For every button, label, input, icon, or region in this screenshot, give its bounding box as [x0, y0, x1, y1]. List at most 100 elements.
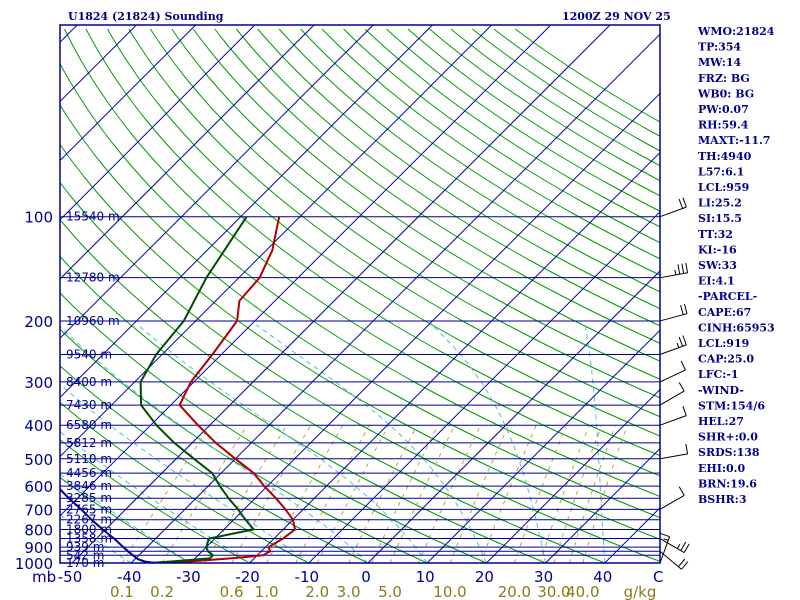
dry-adiabat-line [60, 181, 660, 563]
dry-adiabat-line [60, 401, 310, 563]
index-entry: SI:15.5 [698, 212, 742, 225]
dry-adiabat-line [429, 28, 660, 182]
dry-adiabat-line [60, 218, 605, 563]
height-label: 5110 m [66, 452, 112, 466]
dry-adiabat-line [85, 28, 660, 457]
mixing-ratio-tick-label: 2.0 [305, 583, 329, 600]
dry-adiabat-line [407, 28, 660, 197]
moist-adiabat-line [255, 324, 487, 563]
index-entry: TT:32 [698, 228, 733, 241]
dry-adiabat-line [60, 104, 660, 519]
pressure-tick-label: 100 [24, 209, 53, 227]
index-entry: EHI:0.0 [698, 462, 745, 475]
height-label: 2765 m [66, 502, 112, 516]
mixing-ratio-tick-label: 20.0 [498, 583, 531, 600]
wind-barb [659, 382, 685, 406]
dewpoint-profile [139, 216, 255, 563]
height-label: 3846 m [66, 479, 112, 493]
index-entry: LFC:-1 [698, 368, 739, 381]
dry-adiabat-line [472, 28, 660, 152]
dry-adiabat-line [493, 28, 660, 137]
index-entry: TP:354 [698, 41, 741, 54]
height-label: 170 m [66, 556, 104, 570]
mixing-ratio-tick-label: 30.0 [537, 583, 570, 600]
index-entry: LCL:919 [698, 337, 749, 350]
dry-adiabat-line [278, 28, 660, 293]
isotherm-line [60, 25, 196, 162]
height-label: 4456 m [66, 466, 112, 480]
mixing-ratio-tick-label: 1.0 [255, 583, 279, 600]
dry-adiabat-line [64, 28, 660, 477]
height-label: 1358 m [66, 532, 112, 546]
index-entry: SHR+:0.0 [698, 431, 758, 444]
moist-adiabat-line [584, 324, 606, 563]
moist-adiabat-line [60, 325, 369, 563]
dry-adiabat-line [364, 28, 660, 228]
index-entry: -WIND- [698, 384, 744, 397]
temperature-tick-label: 20 [475, 568, 494, 586]
index-entry: LCL:959 [698, 181, 749, 194]
dry-adiabat-line [171, 28, 660, 380]
wind-barb [659, 443, 689, 460]
index-entry: KI:-16 [698, 243, 737, 256]
isotherm-line [60, 25, 256, 221]
moist-adiabat-line [60, 513, 132, 563]
pressure-tick-label: 1000 [15, 555, 53, 573]
wind-barb [659, 360, 686, 383]
moist-adiabat-line [431, 324, 547, 563]
dry-adiabat-line [60, 143, 660, 540]
index-entry: SRDS:138 [698, 446, 760, 459]
index-entry: HEL:27 [698, 415, 744, 428]
index-entry: WB0: BG [697, 87, 754, 100]
temperature-tick-label: -40 [117, 568, 142, 586]
height-label: 3285 m [66, 491, 112, 505]
height-label: 12780 m [66, 271, 120, 285]
temperature-tick-label: 10 [416, 568, 435, 586]
mixing-ratio-tick-label: 10.0 [433, 583, 466, 600]
index-entry: WMO:21824 [697, 25, 775, 38]
pressure-tick-label: 300 [24, 374, 53, 392]
dry-adiabat-line [60, 365, 369, 563]
temperature-tick-label: -10 [295, 568, 320, 586]
mixing-ratio-tick-label: 0.2 [150, 583, 174, 600]
stability-indices: WMO:21824 TP:354 MW:14 FRZ: BG WB0: BG PW:0.0… [697, 25, 775, 506]
dry-adiabat-line [321, 28, 660, 260]
mixing-ratio-tick-label: 3.0 [337, 583, 361, 600]
moist-adiabat-line [60, 430, 250, 563]
wind-barb [659, 335, 687, 355]
wind-barb [659, 538, 690, 554]
wind-barb [659, 406, 687, 426]
sounding-title: U1824 (21824) Sounding [68, 10, 224, 23]
isotherm-line [60, 25, 433, 399]
height-label: 6580 m [66, 418, 112, 432]
index-entry: FRZ: BG [698, 72, 750, 85]
background-grid [60, 25, 660, 563]
height-label: 8400 m [66, 375, 112, 389]
temperature-tick-label: 30 [534, 568, 553, 586]
index-entry: PW:0.07 [698, 103, 749, 116]
temperature-tick-label: 0 [361, 568, 371, 586]
height-label: 5812 m [66, 436, 112, 450]
temperature-unit-label: C [653, 568, 663, 586]
wind-barb [659, 303, 688, 322]
pressure-unit-label: mb [32, 568, 56, 586]
dry-adiabat-line [60, 439, 250, 563]
pressure-tick-label: 800 [24, 521, 53, 539]
temperature-tick-label: -20 [235, 568, 260, 586]
dry-adiabat-line [214, 28, 660, 344]
index-entry: RH:59.4 [698, 119, 749, 132]
pressure-tick-label: 700 [24, 501, 53, 519]
wind-barb [659, 197, 687, 218]
pressure-tick-label: 400 [24, 417, 53, 435]
parcel-profile [60, 487, 156, 563]
index-entry: SW:33 [698, 259, 737, 272]
temperature-tick-label: -30 [176, 568, 201, 586]
wind-barb [659, 532, 671, 564]
height-label: 15540 m [66, 210, 120, 224]
pressure-tick-label: 600 [24, 478, 53, 496]
index-entry: BRN:19.6 [698, 477, 757, 490]
height-label: 1800 m [66, 522, 112, 536]
mixing-ratio-unit-label: g/kg [624, 583, 657, 600]
index-entry: EI:4.1 [698, 275, 735, 288]
